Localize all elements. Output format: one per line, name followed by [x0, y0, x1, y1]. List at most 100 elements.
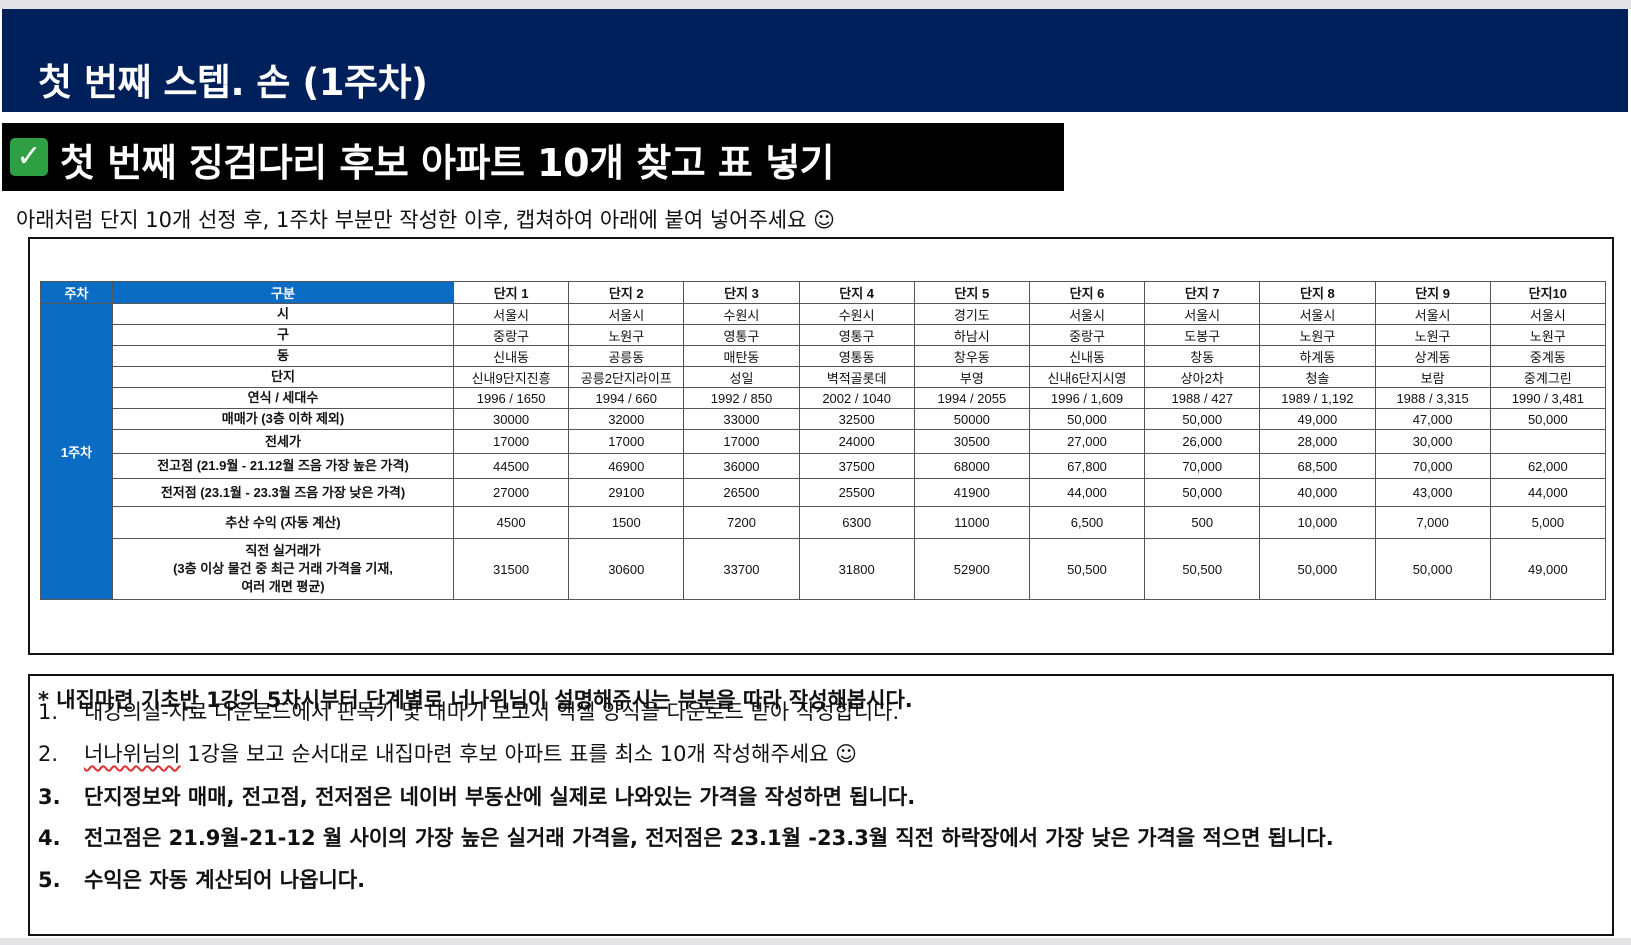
- table-cell[interactable]: 30,000: [1374, 429, 1491, 454]
- table-cell[interactable]: 1988 / 427: [1144, 387, 1261, 409]
- table-cell[interactable]: 노원구: [1489, 324, 1607, 346]
- table-cell[interactable]: 창우동: [913, 345, 1030, 367]
- table-cell[interactable]: 서울시: [1374, 303, 1491, 325]
- table-cell[interactable]: 28,000: [1259, 429, 1376, 454]
- table-cell[interactable]: 1992 / 850: [683, 387, 800, 409]
- table-cell[interactable]: 29100: [568, 478, 685, 507]
- table-cell[interactable]: 67,800: [1028, 453, 1146, 479]
- table-cell[interactable]: 서울시: [1028, 303, 1146, 325]
- table-cell[interactable]: 52900: [913, 538, 1030, 600]
- table-cell[interactable]: 중계그린: [1489, 366, 1607, 388]
- table-cell[interactable]: 1989 / 1,192: [1259, 387, 1376, 409]
- table-cell[interactable]: 부영: [913, 366, 1030, 388]
- table-cell[interactable]: 26500: [683, 478, 800, 507]
- table-cell[interactable]: 50,000: [1489, 408, 1607, 430]
- table-cell[interactable]: 33700: [683, 538, 800, 600]
- table-cell[interactable]: 1500: [568, 506, 685, 539]
- table-cell[interactable]: 43,000: [1374, 478, 1491, 507]
- table-cell[interactable]: 36000: [683, 453, 800, 479]
- table-cell[interactable]: 영통구: [798, 324, 915, 346]
- table-cell[interactable]: 상계동: [1374, 345, 1491, 367]
- table-cell[interactable]: 10,000: [1259, 506, 1376, 539]
- table-cell[interactable]: 31800: [798, 538, 915, 600]
- table-cell[interactable]: 서울시: [1489, 303, 1607, 325]
- table-cell[interactable]: 7200: [683, 506, 800, 539]
- table-cell[interactable]: 50,000: [1374, 538, 1491, 600]
- table-cell[interactable]: 청솔: [1259, 366, 1376, 388]
- table-cell[interactable]: 노원구: [568, 324, 685, 346]
- table-cell[interactable]: 50,000: [1259, 538, 1376, 600]
- table-cell[interactable]: 경기도: [913, 303, 1030, 325]
- table-cell[interactable]: 30000: [452, 408, 570, 430]
- table-cell[interactable]: 32500: [798, 408, 915, 430]
- table-cell[interactable]: 17000: [452, 429, 570, 454]
- table-cell[interactable]: 11000: [913, 506, 1030, 539]
- table-cell[interactable]: 창동: [1144, 345, 1261, 367]
- table-cell[interactable]: 7,000: [1374, 506, 1491, 539]
- table-cell[interactable]: 서울시: [1259, 303, 1376, 325]
- table-cell[interactable]: 50,000: [1144, 478, 1261, 507]
- table-cell[interactable]: 27000: [452, 478, 570, 507]
- table-cell[interactable]: 중랑구: [1028, 324, 1146, 346]
- table-cell[interactable]: 성일: [683, 366, 800, 388]
- table-cell[interactable]: 37500: [798, 453, 915, 479]
- table-cell[interactable]: 도봉구: [1144, 324, 1261, 346]
- table-cell[interactable]: 영통구: [683, 324, 800, 346]
- table-cell[interactable]: 17000: [568, 429, 685, 454]
- table-cell[interactable]: 신내6단지시영: [1028, 366, 1146, 388]
- table-cell[interactable]: 500: [1144, 506, 1261, 539]
- table-cell[interactable]: 41900: [913, 478, 1030, 507]
- table-cell[interactable]: 보람: [1374, 366, 1491, 388]
- table-cell[interactable]: 24000: [798, 429, 915, 454]
- table-cell[interactable]: 수원시: [798, 303, 915, 325]
- table-cell[interactable]: 17000: [683, 429, 800, 454]
- table-cell[interactable]: 27,000: [1028, 429, 1146, 454]
- table-cell[interactable]: 33000: [683, 408, 800, 430]
- table-cell[interactable]: 2002 / 1040: [798, 387, 915, 409]
- table-cell[interactable]: 수원시: [683, 303, 800, 325]
- table-cell[interactable]: 1996 / 1,609: [1028, 387, 1146, 409]
- table-cell[interactable]: 49,000: [1489, 538, 1607, 600]
- table-cell[interactable]: 중랑구: [452, 324, 570, 346]
- table-cell[interactable]: 44,000: [1489, 478, 1607, 507]
- table-cell[interactable]: 신내동: [452, 345, 570, 367]
- table-cell[interactable]: 노원구: [1374, 324, 1491, 346]
- table-cell[interactable]: 62,000: [1489, 453, 1607, 479]
- table-cell[interactable]: 68,500: [1259, 453, 1376, 479]
- table-cell[interactable]: 5,000: [1489, 506, 1607, 539]
- table-cell[interactable]: 46900: [568, 453, 685, 479]
- table-cell[interactable]: 상아2차: [1144, 366, 1261, 388]
- table-cell[interactable]: 31500: [452, 538, 570, 600]
- table-cell[interactable]: 신내동: [1028, 345, 1146, 367]
- table-cell[interactable]: 30600: [568, 538, 685, 600]
- table-cell[interactable]: 1994 / 2055: [913, 387, 1030, 409]
- table-cell[interactable]: 50,500: [1028, 538, 1146, 600]
- table-cell[interactable]: 영통동: [798, 345, 915, 367]
- table-cell[interactable]: 1994 / 660: [568, 387, 685, 409]
- table-cell[interactable]: [1489, 429, 1607, 454]
- table-cell[interactable]: 서울시: [1144, 303, 1261, 325]
- table-cell[interactable]: 50,000: [1144, 408, 1261, 430]
- table-cell[interactable]: 공릉2단지라이프: [568, 366, 685, 388]
- table-cell[interactable]: 50,000: [1028, 408, 1146, 430]
- table-cell[interactable]: 32000: [568, 408, 685, 430]
- table-cell[interactable]: 40,000: [1259, 478, 1376, 507]
- table-cell[interactable]: 50000: [913, 408, 1030, 430]
- table-cell[interactable]: 벽적골롯데: [798, 366, 915, 388]
- table-cell[interactable]: 50,500: [1144, 538, 1261, 600]
- table-cell[interactable]: 신내9단지진흥: [452, 366, 570, 388]
- table-cell[interactable]: 서울시: [568, 303, 685, 325]
- table-cell[interactable]: 1990 / 3,481: [1489, 387, 1607, 409]
- table-cell[interactable]: 44500: [452, 453, 570, 479]
- table-cell[interactable]: 26,000: [1144, 429, 1261, 454]
- table-cell[interactable]: 하계동: [1259, 345, 1376, 367]
- table-cell[interactable]: 서울시: [452, 303, 570, 325]
- table-cell[interactable]: 공릉동: [568, 345, 685, 367]
- table-cell[interactable]: 하남시: [913, 324, 1030, 346]
- table-cell[interactable]: 4500: [452, 506, 570, 539]
- table-cell[interactable]: 중계동: [1489, 345, 1607, 367]
- table-cell[interactable]: 44,000: [1028, 478, 1146, 507]
- table-cell[interactable]: 47,000: [1374, 408, 1491, 430]
- table-cell[interactable]: 68000: [913, 453, 1030, 479]
- table-cell[interactable]: 25500: [798, 478, 915, 507]
